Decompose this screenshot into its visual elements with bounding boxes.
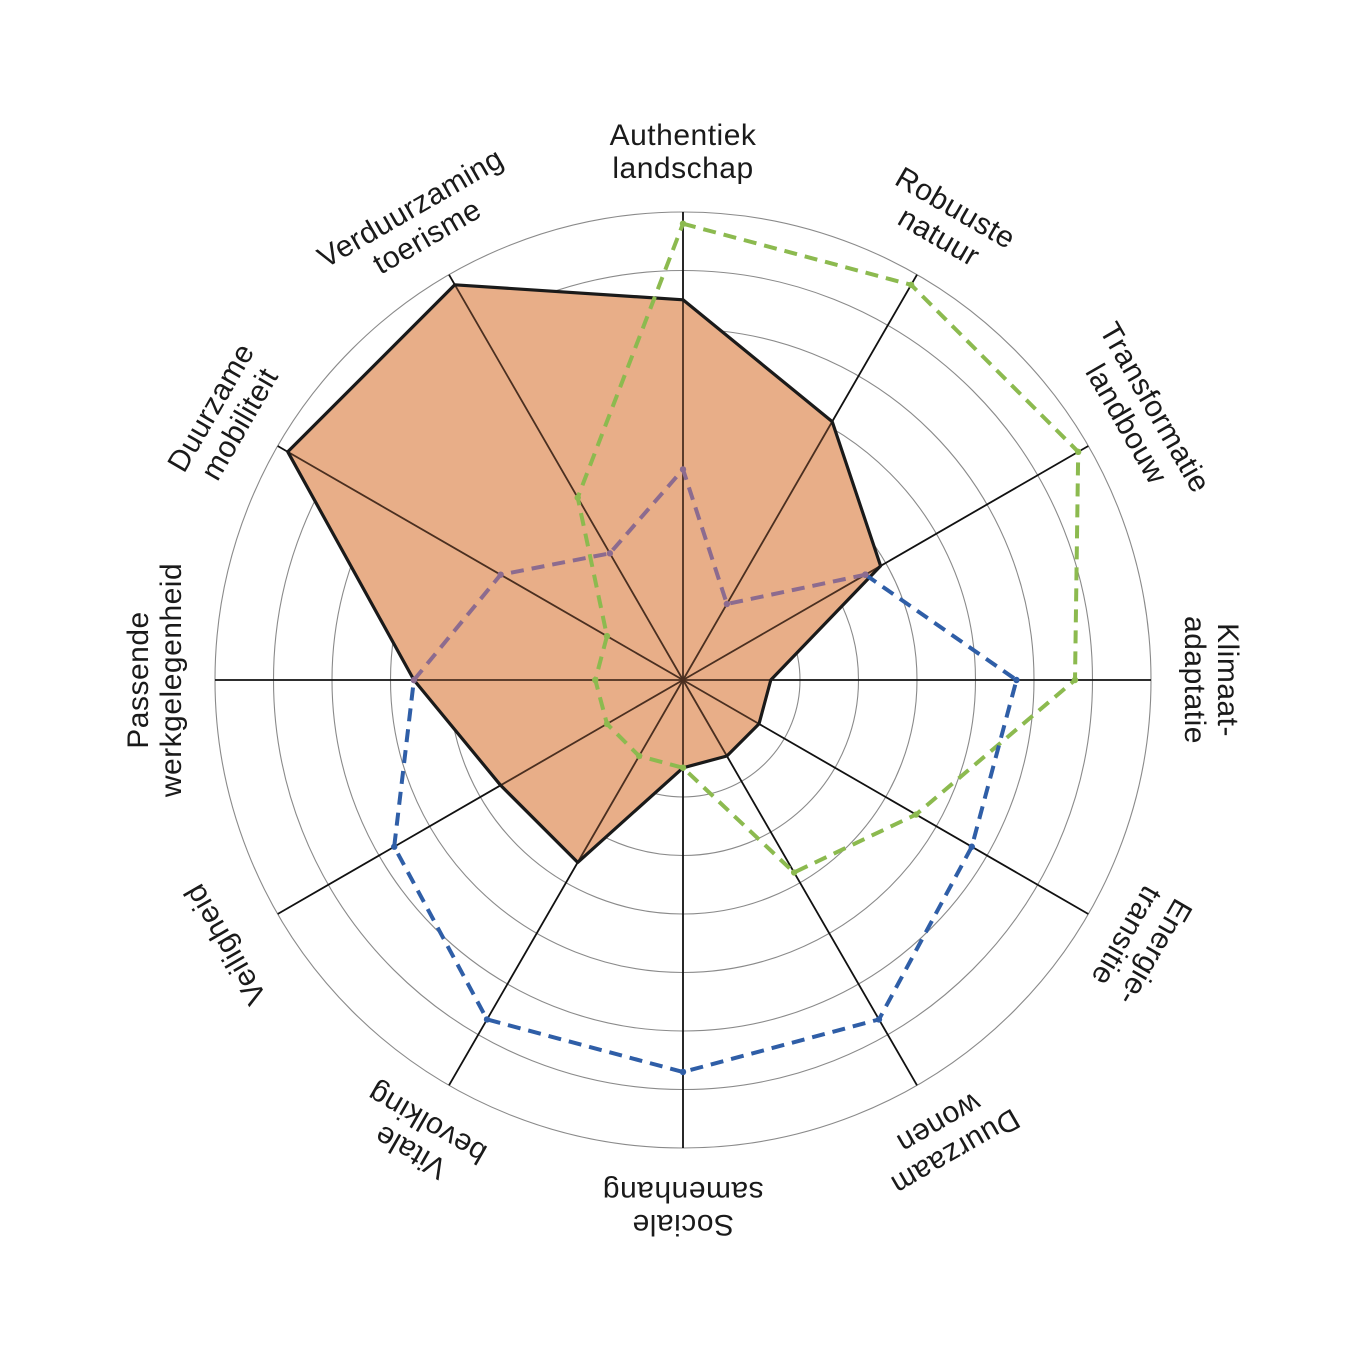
series-green-point-transformatie-landbouw bbox=[1074, 448, 1082, 456]
axis-label-passende-werkgelegenheid-line-2: werkgelegenheid bbox=[155, 563, 188, 798]
series-green-point-vitale-bevolking bbox=[635, 752, 643, 760]
axis-spoke-duurzame-mobiliteit bbox=[277, 445, 289, 453]
series-blue-point-sociale-samenhang bbox=[679, 1068, 687, 1076]
series-green-point-duurzame-mobiliteit bbox=[603, 632, 611, 640]
axis-label-sociale-samenhang-line-2: samenhang bbox=[602, 1175, 763, 1208]
axis-label-veiligheid-line-1: Veiligheid bbox=[178, 878, 273, 1010]
series-green-point-passende-werkgelegenheid bbox=[592, 676, 599, 684]
axis-spoke-inner-veiligheid bbox=[500, 679, 684, 787]
series-blue-point-duurzaam-wonen bbox=[875, 1016, 883, 1023]
series-purple-point-robuuste-natuur bbox=[723, 600, 731, 608]
series-green-point-robuuste-natuur bbox=[907, 281, 915, 289]
axis-label-klimaatadaptatie: Klimaat-adaptatie bbox=[1178, 616, 1244, 744]
series-blue-point-veiligheid bbox=[391, 843, 398, 850]
axis-label-passende-werkgelegenheid-line-1: Passende bbox=[122, 611, 155, 748]
series-blue-line bbox=[392, 573, 1019, 1074]
axis-spoke-inner-transformatie-landbouw bbox=[682, 565, 882, 681]
series-blue-point-energietransitie bbox=[968, 843, 975, 850]
series-green-point-klimaatadaptatie bbox=[1071, 676, 1079, 684]
axis-label-sociale-samenhang-line-1: Sociale bbox=[632, 1208, 734, 1241]
axis-spoke-vitale-bevolking bbox=[448, 861, 579, 1086]
series-purple-point-authentiek-landschap bbox=[679, 466, 687, 473]
filled-series-layer bbox=[287, 284, 881, 863]
series-purple-line bbox=[412, 467, 866, 682]
axis-spoke-inner-duurzame-mobiliteit bbox=[287, 451, 684, 681]
axis-spokes bbox=[215, 212, 1151, 1148]
series-green-point-verduurzaming-toerisme bbox=[574, 494, 581, 501]
axis-spoke-inner-energietransitie bbox=[682, 679, 760, 725]
series-purple-point-verduurzaming-toerisme bbox=[606, 550, 614, 557]
axis-label-klimaatadaptatie-line-2: adaptatie bbox=[1178, 616, 1211, 744]
axis-spoke-inner-duurzaam-wonen bbox=[682, 679, 728, 757]
series-green-point-duurzaam-wonen bbox=[790, 869, 798, 876]
axis-spoke-inner-robuuste-natuur bbox=[682, 421, 833, 681]
axis-spoke-veiligheid bbox=[277, 784, 502, 915]
series-blue-point-vitale-bevolking bbox=[483, 1016, 491, 1023]
axis-spoke-robuuste-natuur bbox=[831, 274, 918, 423]
axis-label-veiligheid: Veiligheid bbox=[178, 878, 273, 1010]
series-green-point-veiligheid bbox=[603, 720, 611, 728]
dashed-series-layer bbox=[391, 220, 1082, 1076]
series-green-point-authentiek-landschap bbox=[679, 220, 687, 227]
axis-spoke-duurzaam-wonen bbox=[726, 755, 918, 1086]
axis-label-authentiek-landschap-line-2: landschap bbox=[612, 152, 753, 185]
series-purple-point-passende-werkgelegenheid bbox=[410, 676, 418, 684]
axis-label-energietransitie: Energie-transitie bbox=[1084, 880, 1198, 1011]
series-purple-point-transformatie-landbouw bbox=[862, 571, 869, 578]
series-purple-point-duurzame-mobiliteit bbox=[497, 571, 504, 578]
axis-label-passende-werkgelegenheid: Passende werkgelegenheid bbox=[122, 563, 188, 798]
axis-label-klimaatadaptatie-line-1: Klimaat- bbox=[1211, 623, 1244, 737]
axis-spoke-transformatie-landbouw bbox=[880, 445, 1089, 567]
axis-spoke-verduurzaming-toerisme bbox=[448, 274, 456, 286]
axis-spoke-energietransitie bbox=[758, 723, 1089, 915]
series-filled-area bbox=[287, 284, 881, 863]
series-green-point-energietransitie bbox=[912, 811, 920, 818]
axis-spoke-inner-verduurzaming-toerisme bbox=[454, 284, 684, 681]
series-green-point-sociale-samenhang bbox=[679, 764, 687, 771]
axis-spoke-inner-vitale-bevolking bbox=[576, 679, 684, 863]
series-blue-point-klimaatadaptatie bbox=[1013, 676, 1020, 684]
axis-label-authentiek-landschap-line-1: Authentiek bbox=[610, 119, 757, 152]
